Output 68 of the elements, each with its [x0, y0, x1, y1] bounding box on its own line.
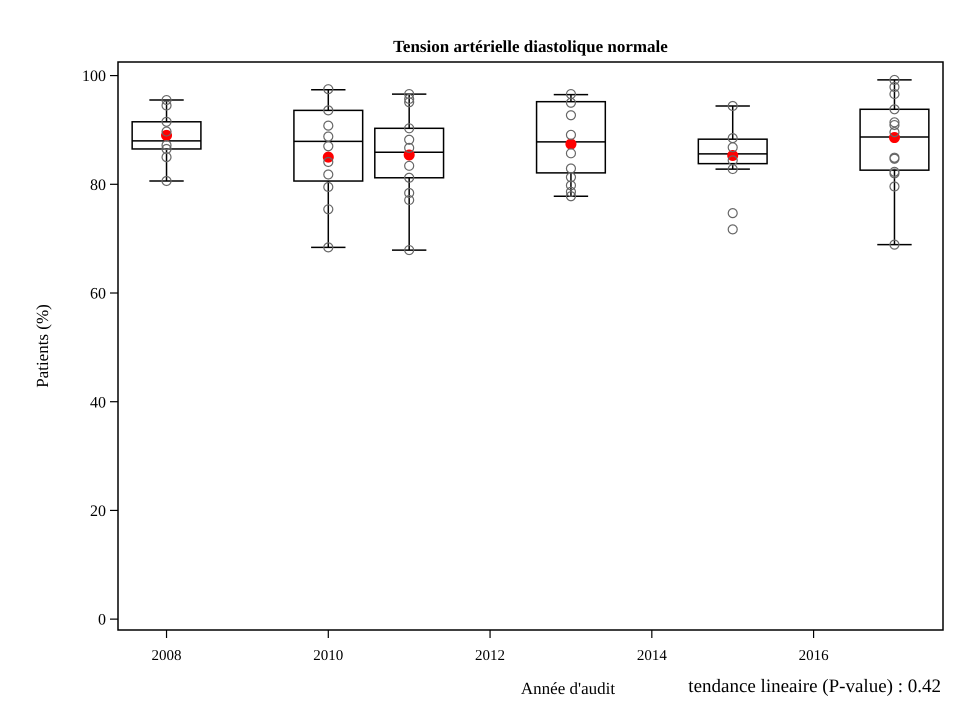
point: [728, 142, 738, 152]
point: [323, 242, 334, 252]
point: [728, 164, 738, 174]
y-tick-label: 60: [90, 286, 106, 303]
point: [404, 88, 414, 100]
point: [323, 204, 334, 214]
point: [404, 160, 414, 171]
point: [404, 94, 414, 104]
point: [404, 123, 414, 134]
x-axis-title: Année d'audit: [520, 679, 616, 698]
y-tick-label: 40: [90, 394, 106, 412]
point: [889, 88, 900, 100]
point: [323, 156, 334, 168]
point: [404, 244, 414, 256]
point: [323, 182, 334, 192]
y-tick-label: 0: [98, 612, 106, 629]
point: [323, 131, 334, 142]
y-axis-title: Patients (%): [33, 304, 52, 388]
point: [161, 94, 172, 106]
point: [161, 176, 172, 186]
point: [566, 98, 576, 108]
point: [889, 74, 900, 86]
point: [161, 116, 172, 127]
point: [404, 188, 414, 198]
point: [161, 152, 172, 162]
point: [404, 194, 414, 206]
point: [566, 148, 576, 158]
point: [889, 82, 900, 92]
point: [323, 120, 334, 131]
point: [728, 132, 738, 144]
point: [728, 100, 738, 112]
point: [728, 155, 738, 166]
x-tick-label: 2016: [798, 648, 830, 664]
point: [566, 172, 576, 182]
point: [566, 163, 576, 174]
point: [566, 130, 576, 140]
y-tick-label: 80: [90, 176, 106, 194]
point: [161, 100, 172, 111]
y-tick-label: 20: [90, 503, 106, 520]
point: [323, 141, 334, 152]
y-tick-label: 100: [82, 68, 106, 86]
point: [889, 181, 900, 192]
point: [566, 88, 576, 100]
point: [889, 127, 900, 138]
point: [323, 84, 334, 94]
point: [889, 117, 900, 128]
point: [889, 240, 900, 250]
point: [161, 144, 172, 154]
point: [566, 191, 576, 202]
x-tick-label: 2008: [152, 648, 182, 664]
point: [404, 172, 414, 183]
chart-title: Tension artérielle diastolique normale: [393, 37, 668, 56]
text: tendance lineaire (P-value) : 0.42: [688, 676, 941, 697]
point: [889, 120, 900, 130]
point: [404, 142, 414, 153]
point: [404, 97, 414, 108]
x-tick-label: 2010: [313, 648, 344, 664]
point: [161, 126, 172, 137]
point: [566, 180, 576, 190]
x-tick-label: 2014: [636, 648, 668, 664]
point: [889, 104, 900, 114]
x-tick-label: 2012: [475, 648, 506, 664]
point: [404, 134, 414, 145]
point: [566, 110, 576, 120]
point: [323, 169, 334, 180]
point: [323, 105, 334, 116]
point: [161, 140, 172, 150]
point: [566, 186, 576, 198]
